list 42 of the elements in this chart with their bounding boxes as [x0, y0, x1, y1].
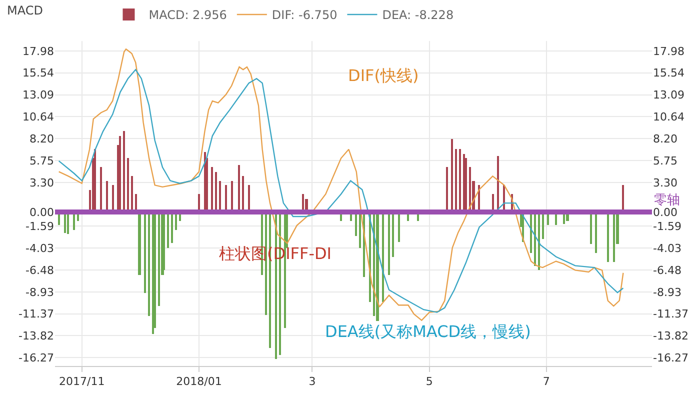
- y-tick-label: 5.75: [30, 154, 54, 168]
- y2-tick-label: 0.00: [653, 206, 678, 219]
- y-tick-label: 3.30: [30, 176, 54, 190]
- y2-tick-label: -11.37: [653, 308, 688, 321]
- y-tick-label: -13.82: [18, 330, 54, 343]
- y-tick-label: -1.59: [26, 220, 54, 234]
- x-tick-label: 5: [426, 375, 433, 388]
- y-tick-label: 0.00: [30, 206, 54, 219]
- y2-tick-label: -16.27: [653, 352, 688, 365]
- y-tick-label: 10.64: [22, 110, 54, 124]
- y-tick-label: 17.98: [22, 44, 54, 58]
- annotation: DEA线(又称MACD线，慢线): [325, 322, 531, 341]
- ref-line-label: 零轴: [654, 193, 680, 208]
- x-tick-label: 2018/01: [176, 375, 222, 388]
- y-tick-label: -6.48: [26, 264, 54, 277]
- y-tick-label: -4.03: [26, 242, 54, 255]
- x-tick-label: 2017/11: [59, 375, 105, 388]
- chart-title: MACD: [7, 3, 43, 18]
- y2-tick-label: 17.98: [653, 44, 684, 58]
- y-tick-label: -16.27: [18, 352, 54, 365]
- y2-tick-label: 3.30: [653, 176, 678, 190]
- legend-label: MACD: 2.956: [148, 8, 227, 22]
- y-tick-label: -8.93: [26, 286, 54, 299]
- y2-tick-label: -4.03: [653, 242, 682, 255]
- y2-tick-label: 10.64: [653, 110, 684, 124]
- y2-tick-label: 8.20: [653, 132, 678, 146]
- y2-tick-label: -6.48: [653, 264, 682, 277]
- y2-tick-label: -13.82: [653, 330, 688, 343]
- y2-tick-label: -1.59: [653, 220, 682, 234]
- x-tick-label: 7: [542, 375, 550, 388]
- y-tick-label: 8.20: [30, 132, 54, 146]
- legend-label: DEA: -8.228: [382, 8, 454, 22]
- y-tick-label: 13.09: [22, 88, 54, 102]
- y-tick-label: 15.54: [22, 66, 54, 80]
- y-tick-label: -11.37: [18, 308, 54, 321]
- annotation: DIF(快线): [348, 66, 419, 85]
- y2-tick-label: -8.93: [653, 286, 682, 299]
- y2-tick-label: 15.54: [653, 66, 684, 80]
- y2-tick-label: 5.75: [653, 154, 678, 168]
- legend-label: DIF: -6.750: [272, 8, 338, 22]
- x-tick-label: 3: [308, 375, 316, 388]
- y2-tick-label: 13.09: [653, 88, 684, 102]
